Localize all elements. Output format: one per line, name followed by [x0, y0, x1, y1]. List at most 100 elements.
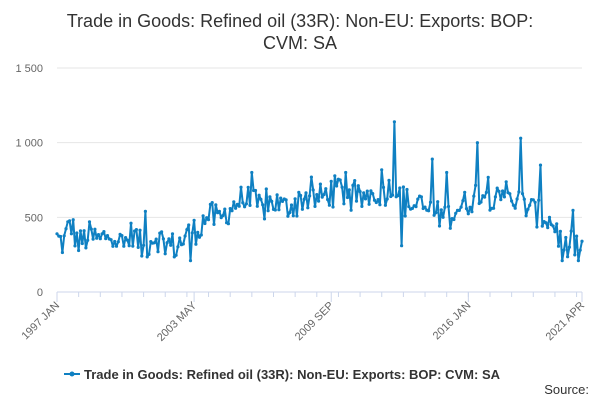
series-point[interactable] [546, 226, 550, 230]
legend[interactable]: Trade in Goods: Refined oil (33R): Non-E… [64, 367, 501, 382]
series-point[interactable] [145, 255, 149, 259]
series-point[interactable] [369, 189, 373, 193]
series-point[interactable] [533, 200, 537, 204]
series-point[interactable] [358, 190, 362, 194]
series-point[interactable] [374, 200, 378, 205]
series-point[interactable] [266, 209, 270, 213]
series-point[interactable] [152, 241, 156, 245]
series-point[interactable] [277, 208, 281, 212]
series-point[interactable] [228, 207, 232, 211]
series-point[interactable] [459, 205, 463, 209]
series-point[interactable] [378, 203, 382, 207]
series-point[interactable] [95, 236, 99, 240]
series-point[interactable] [410, 206, 414, 210]
series-point[interactable] [289, 203, 294, 207]
series-point[interactable] [515, 197, 519, 201]
series-point[interactable] [89, 227, 93, 231]
series-point[interactable] [401, 185, 405, 189]
series-point[interactable] [243, 205, 247, 209]
series-point[interactable] [345, 195, 350, 200]
series-point[interactable] [492, 206, 496, 210]
series-point[interactable] [486, 175, 490, 179]
series-point[interactable] [250, 170, 254, 175]
series-point[interactable] [566, 255, 570, 259]
series-point[interactable] [318, 182, 322, 186]
series-point[interactable] [569, 229, 573, 233]
series-point[interactable] [493, 195, 497, 199]
series-point[interactable] [91, 237, 95, 241]
series-point[interactable] [300, 207, 304, 211]
series-point[interactable] [111, 244, 115, 248]
series-point[interactable] [68, 219, 72, 223]
series-point[interactable] [80, 241, 84, 246]
series-point[interactable] [483, 195, 487, 199]
series-point[interactable] [86, 238, 90, 242]
series-point[interactable] [136, 245, 140, 249]
series-point[interactable] [407, 205, 411, 209]
series-point[interactable] [387, 178, 391, 182]
series-point[interactable] [576, 259, 581, 263]
series-point[interactable] [416, 197, 420, 201]
series-point[interactable] [124, 236, 128, 240]
series-point[interactable] [564, 235, 568, 240]
series-point[interactable] [522, 197, 526, 201]
series-point[interactable] [253, 188, 258, 193]
series-point[interactable] [340, 185, 344, 189]
series-point[interactable] [356, 184, 360, 188]
series-point[interactable] [210, 201, 214, 205]
series-point[interactable] [138, 228, 142, 232]
series-point[interactable] [169, 243, 173, 247]
series-point[interactable] [419, 195, 423, 199]
series-point[interactable] [466, 212, 470, 216]
series-point[interactable] [551, 224, 555, 228]
series-point[interactable] [161, 237, 165, 241]
series-point[interactable] [142, 243, 146, 247]
series-point[interactable] [306, 206, 310, 210]
series-point[interactable] [129, 221, 133, 225]
series-point[interactable] [371, 192, 375, 196]
series-point[interactable] [131, 244, 135, 248]
series-point[interactable] [309, 175, 313, 179]
series-point[interactable] [344, 170, 348, 175]
series-point[interactable] [430, 157, 434, 161]
series-point[interactable] [513, 206, 517, 210]
series-point[interactable] [517, 190, 521, 194]
series-point[interactable] [217, 209, 221, 213]
series-point[interactable] [105, 234, 110, 238]
series-point[interactable] [556, 244, 561, 248]
series-point[interactable] [315, 193, 319, 197]
series-point[interactable] [87, 220, 92, 224]
series-point[interactable] [392, 120, 396, 124]
series-point[interactable] [59, 234, 63, 239]
series-point[interactable] [400, 244, 404, 248]
series-point[interactable] [185, 228, 189, 232]
series-point[interactable] [463, 190, 467, 194]
series-point[interactable] [443, 205, 447, 209]
series-point[interactable] [170, 232, 175, 236]
series-point[interactable] [73, 244, 77, 248]
series-point[interactable] [398, 186, 402, 190]
series-point[interactable] [77, 248, 81, 253]
series-point[interactable] [143, 209, 147, 213]
series-point[interactable] [474, 183, 478, 187]
series-point[interactable] [62, 234, 66, 238]
series-point[interactable] [391, 193, 395, 197]
series-point[interactable] [317, 199, 321, 203]
series-point[interactable] [519, 136, 523, 140]
series-point[interactable] [304, 191, 308, 195]
series-point[interactable] [331, 205, 335, 209]
series-point[interactable] [196, 230, 200, 234]
series-point[interactable] [365, 189, 369, 193]
series-point[interactable] [264, 187, 268, 191]
series-point[interactable] [280, 199, 285, 203]
series-point[interactable] [376, 198, 380, 202]
series-point[interactable] [176, 245, 180, 249]
series-point[interactable] [538, 163, 543, 167]
series-point[interactable] [327, 203, 331, 207]
series-point[interactable] [508, 192, 512, 196]
series-point[interactable] [484, 190, 488, 194]
series-point[interactable] [333, 174, 337, 178]
series-point[interactable] [93, 227, 97, 231]
series-point[interactable] [362, 191, 366, 195]
series-point[interactable] [147, 252, 151, 256]
